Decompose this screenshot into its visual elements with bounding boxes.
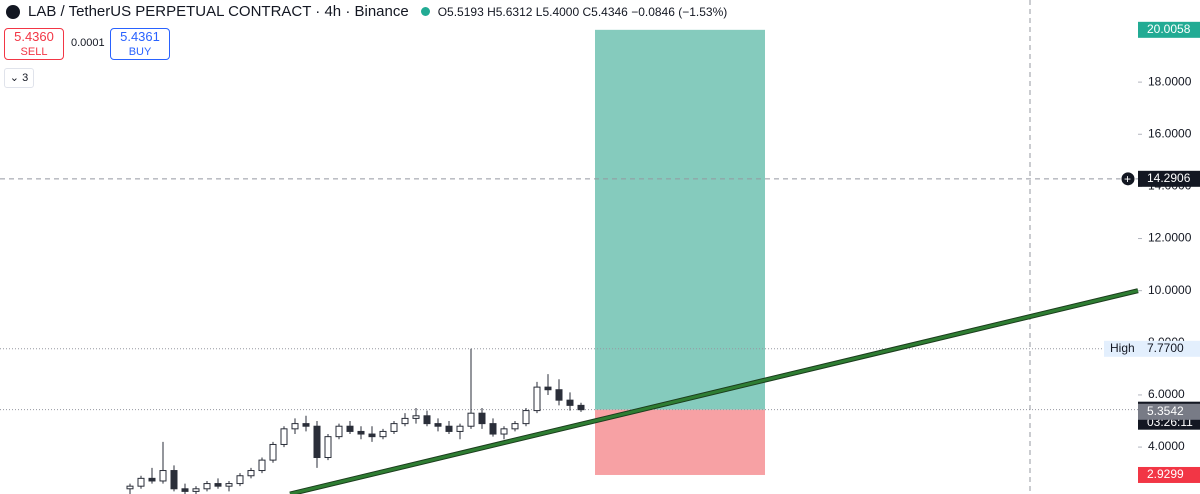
- candle-body: [170, 470, 178, 490]
- y-tick-label: 16.0000: [1148, 126, 1192, 140]
- candle-body: [137, 477, 145, 487]
- candle-body: [159, 470, 167, 482]
- candle-body: [478, 412, 486, 425]
- symbol-title[interactable]: LAB / TetherUS PERPETUAL CONTRACT · 4h ·…: [28, 3, 409, 20]
- candle-body: [258, 459, 266, 472]
- price-label-bg: [1138, 466, 1200, 483]
- price-label: 20.0058: [1147, 22, 1191, 36]
- buy-label: BUY: [128, 46, 152, 58]
- candle-body: [390, 423, 398, 432]
- y-tick-label: 12.0000: [1148, 231, 1192, 245]
- price-label: 2.9299: [1147, 467, 1184, 481]
- y-tick-label: 6.0000: [1148, 387, 1185, 401]
- candle-body: [489, 423, 497, 435]
- candle-body: [269, 443, 277, 461]
- y-tick-label: 18.0000: [1148, 74, 1192, 88]
- candle-body: [577, 404, 585, 411]
- candle-body: [379, 430, 387, 438]
- candle-body: [247, 470, 255, 477]
- candle-body: [456, 425, 464, 432]
- candle-body: [412, 415, 420, 419]
- candle-body: [291, 423, 299, 430]
- candle-body: [225, 483, 233, 487]
- price-label: 14.2906: [1147, 171, 1191, 185]
- candle-body: [544, 386, 552, 391]
- loss-zone: [595, 409, 765, 475]
- candle-body: [511, 423, 519, 430]
- candle-body: [181, 488, 189, 492]
- candle-body: [192, 488, 200, 492]
- candle-body: [401, 417, 409, 425]
- candle-body: [203, 483, 211, 490]
- sell-price: 5.4360: [14, 29, 54, 44]
- y-tick-label: 10.0000: [1148, 283, 1192, 297]
- candle-body: [445, 425, 453, 432]
- candle-body: [126, 485, 134, 490]
- candle-body: [500, 428, 508, 435]
- price-label-name-bg: [1104, 340, 1138, 357]
- candle-body: [148, 477, 156, 482]
- candle-body: [467, 412, 475, 427]
- buy-button[interactable]: 5.4361 BUY: [110, 28, 170, 60]
- candle-body: [236, 475, 244, 485]
- indicator-count: 3: [22, 72, 29, 84]
- header: LAB / TetherUS PERPETUAL CONTRACT · 4h ·…: [6, 3, 727, 20]
- candle-body: [280, 428, 288, 445]
- candle-body: [555, 389, 563, 401]
- candle-body: [313, 425, 321, 459]
- price-label: 5.3542: [1147, 404, 1184, 418]
- candle-body: [357, 430, 365, 435]
- price-label-bg: [1138, 403, 1200, 420]
- trendline: [289, 289, 1139, 494]
- candle-body: [533, 386, 541, 412]
- price-label-name: High: [1110, 341, 1135, 355]
- candle-body: [522, 410, 530, 425]
- candle-body: [423, 415, 431, 425]
- candle-body: [302, 423, 310, 427]
- price-label-bg: [1138, 340, 1200, 357]
- buy-price: 5.4361: [120, 29, 160, 44]
- candle-body: [214, 483, 222, 487]
- status-dot: [420, 7, 430, 16]
- candle-body: [368, 433, 376, 438]
- y-tick-label: 4.0000: [1148, 439, 1185, 453]
- candle-body: [346, 425, 354, 432]
- candle-body: [566, 399, 574, 406]
- candle-body: [324, 436, 332, 459]
- sell-button[interactable]: 5.4360 SELL: [4, 28, 64, 60]
- price-label-bg: [1138, 21, 1200, 38]
- add-alert-icon: [1120, 171, 1136, 187]
- symbol-logo: [6, 4, 20, 19]
- ohlc: O5.5193 H5.6312 L5.4000 C5.4346 −0.0846 …: [437, 4, 728, 19]
- candle-body: [335, 425, 343, 438]
- add-alert-plus: +: [1124, 172, 1131, 186]
- sell-label: SELL: [20, 46, 48, 58]
- price-label-bg: [1138, 170, 1200, 187]
- indicators-toggle[interactable]: ⌄ 3: [4, 68, 34, 88]
- candle-body: [434, 423, 442, 427]
- price-label: 7.7700: [1147, 341, 1184, 355]
- profit-zone: [595, 29, 765, 410]
- spread: 0.0001: [71, 37, 105, 49]
